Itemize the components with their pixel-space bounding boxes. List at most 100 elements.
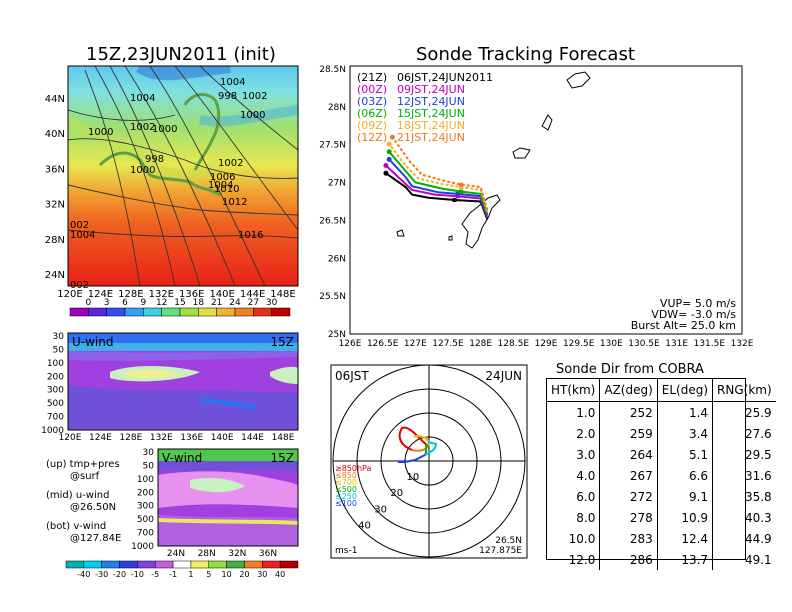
polar-lon: 127.875E: [479, 546, 522, 556]
v-y-tick: 100: [137, 475, 154, 485]
sonde-dir-header: EL(deg): [656, 379, 713, 402]
table-row: 12.0 286 13.7 49.1: [547, 549, 776, 570]
table-row: 2.0 259 3.4 27.6: [547, 423, 776, 444]
left-lat-tick: 40N: [45, 129, 65, 140]
svg-text:1004: 1004: [130, 93, 155, 104]
svg-text:1010: 1010: [214, 184, 239, 195]
svg-text:1012: 1012: [222, 197, 247, 208]
temp-colorbar-tick: 27: [248, 298, 259, 308]
track-endpoint: [383, 170, 389, 176]
svg-text:1000: 1000: [240, 110, 265, 121]
u-wind-time: 15Z: [271, 335, 295, 349]
table-cell: 5.1: [656, 444, 713, 465]
track-legend-code: (12Z): [357, 131, 388, 144]
table-cell: 35.8: [712, 486, 776, 507]
table-cell: 1.0: [576, 405, 596, 420]
wind-colorbar-tick: -20: [113, 570, 126, 579]
track-lon-tick: 128.5E: [498, 339, 530, 349]
track-legend-code: (21Z): [357, 71, 388, 84]
table-cell: 6.0: [576, 489, 596, 504]
u-y-tick: 200: [47, 372, 64, 382]
left-lon-tick: 124E: [88, 289, 113, 300]
left-lat-tick: 28N: [45, 235, 65, 246]
polar-ring-label: 40: [358, 520, 371, 531]
left-lat-tick: 24N: [45, 270, 65, 281]
track-endpoint: [383, 163, 389, 169]
track-legend-item: (06Z) 15JST,24JUN: [357, 108, 493, 120]
table-cell: 29.5: [712, 444, 776, 465]
track-marker: [455, 194, 460, 199]
v-x-tick: 36N: [259, 549, 277, 559]
track-lon-tick: 126.5E: [367, 339, 399, 349]
wind-colorbar-tick: 20: [239, 570, 249, 579]
svg-text:1002: 1002: [218, 158, 243, 169]
track-legend-code: (03Z): [357, 95, 388, 108]
track-marker: [459, 189, 464, 194]
polar-legend-item: ≤700: [335, 478, 357, 487]
table-cell: 31.6: [712, 465, 776, 486]
temp-colorbar-tick: 12: [156, 298, 167, 308]
track-endpoint: [389, 134, 395, 140]
table-cell: 6.6: [656, 465, 713, 486]
track-vup: VUP= 5.0 m/s: [660, 297, 736, 310]
v-wind-time: 15Z: [271, 451, 295, 465]
track-legend-time: 21JST,24JUN: [397, 131, 465, 144]
track-marker: [459, 182, 464, 187]
polar-legend-item: ≥850hPa: [335, 464, 372, 473]
track-legend-item: (12Z) 21JST,24JUN: [357, 132, 493, 144]
table-cell: 267: [599, 465, 658, 486]
v-y-tick: 1000: [131, 542, 154, 552]
table-cell: 44.9: [712, 528, 776, 549]
v-y-tick: 30: [143, 448, 155, 458]
track-lon-tick: 129E: [535, 339, 558, 349]
table-cell: 12.4: [656, 528, 713, 549]
sonde-dir-header: AZ(deg): [599, 379, 658, 402]
polar-ring-label: 20: [390, 488, 403, 499]
table-cell: 9.1: [656, 486, 713, 507]
svg-text:1006: 1006: [210, 172, 235, 183]
sonde-dir-header: HT(km): [547, 379, 600, 402]
svg-text:1016: 1016: [238, 230, 263, 241]
table-cell: 25.9: [712, 401, 776, 423]
wind-colorbar-tick: 5: [206, 570, 211, 579]
wind-colorbar-tick: -10: [131, 570, 144, 579]
u-x-tick: 148E: [272, 433, 295, 443]
track-lat-tick: 26.5N: [319, 216, 346, 226]
polar-legend-item: ≤100: [335, 499, 357, 508]
polar-legend-item: ≤850: [335, 471, 357, 480]
note-up: (up) tmp+pres: [46, 459, 120, 470]
svg-text:998: 998: [145, 154, 164, 165]
table-row: 6.0 272 9.1 35.8: [547, 486, 776, 507]
svg-text:1000: 1000: [152, 124, 177, 135]
svg-text:1000: 1000: [130, 165, 155, 176]
table-cell: 10.0: [568, 531, 596, 546]
track-legend-item: (21Z) 06JST,24JUN2011: [357, 72, 493, 84]
temp-colorbar-tick: 3: [104, 298, 110, 308]
svg-text:002: 002: [70, 220, 89, 231]
left-lat-tick: 32N: [45, 200, 65, 211]
sonde-dir-table: HT(km) AZ(deg) EL(deg) RNG(km) 1.0 252 1.4 25.…: [547, 379, 776, 570]
table-cell: 12.0: [568, 552, 596, 567]
left-lat-tick: 44N: [45, 94, 65, 105]
polar-date: 24JUN: [485, 369, 522, 383]
left-lon-tick: 120E: [57, 289, 82, 300]
u-y-tick: 500: [47, 399, 64, 409]
wind-colorbar-tick: 10: [222, 570, 232, 579]
wind-colorbar-tick: -40: [77, 570, 90, 579]
svg-text:1004: 1004: [220, 77, 245, 88]
temp-colorbar-tick: 24: [229, 298, 241, 308]
track-legend-time: 06JST,24JUN2011: [397, 71, 493, 84]
track-marker: [459, 184, 464, 189]
wind-colorbar-tick: -1: [169, 570, 177, 579]
track-endpoint: [386, 141, 392, 147]
table-row: 3.0 264 5.1 29.5: [547, 444, 776, 465]
track-legend-time: 15JST,24JUN: [397, 107, 465, 120]
v-wind-label: V-wind: [162, 451, 202, 465]
left-lon-tick: 128E: [118, 289, 143, 300]
v-y-tick: 500: [137, 515, 154, 525]
polar-legend-item: ≤250: [335, 492, 357, 501]
polar-time: 06JST: [335, 369, 369, 383]
table-cell: 283: [599, 528, 658, 549]
u-x-tick: 124E: [89, 433, 112, 443]
